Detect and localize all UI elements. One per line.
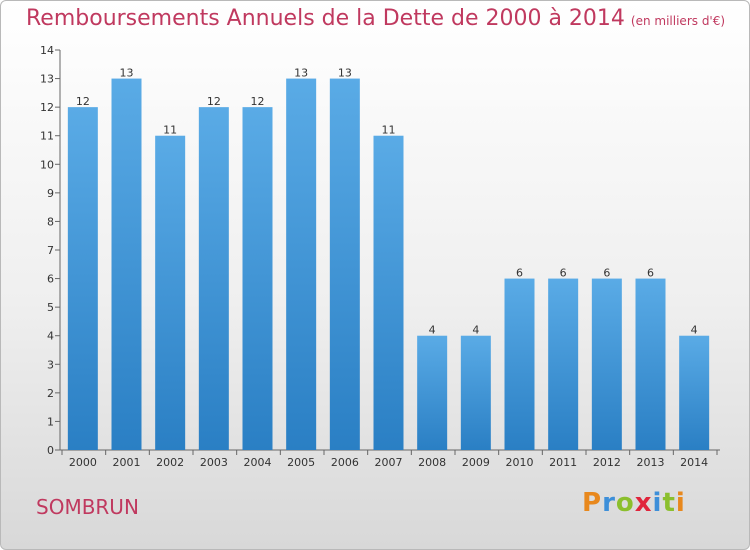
x-tick-label-2010: 2010: [506, 456, 534, 469]
y-tick-label: 11: [40, 130, 54, 143]
y-tick-label: 8: [47, 215, 54, 228]
x-tick-label-2013: 2013: [637, 456, 665, 469]
value-label-2003: 12: [207, 95, 221, 108]
x-tick-label-2002: 2002: [156, 456, 184, 469]
value-label-2011: 6: [560, 267, 567, 280]
bar-2008: [417, 335, 448, 450]
bar-2001: [111, 78, 142, 451]
bar-2007: [373, 135, 404, 450]
y-tick-label: 14: [40, 44, 54, 57]
bar-2003: [198, 107, 229, 451]
logo-letter: x: [634, 488, 653, 518]
x-tick-label-2007: 2007: [375, 456, 403, 469]
chart-title: Remboursements Annuels de la Dette de 20…: [26, 6, 725, 31]
bar-2013: [635, 278, 666, 450]
unit-label: (en milliers d'€): [630, 14, 726, 28]
y-tick-label: 10: [40, 158, 54, 171]
x-tick-label-2009: 2009: [462, 456, 490, 469]
y-tick-label: 2: [47, 387, 54, 400]
bar-2000: [67, 107, 98, 451]
value-label-2001: 13: [120, 67, 134, 80]
place-name: SOMBRUN: [36, 495, 139, 519]
x-tick-label-2006: 2006: [331, 456, 359, 469]
y-tick-label: 5: [47, 301, 54, 314]
x-tick-label-2008: 2008: [418, 456, 446, 469]
y-tick-label: 13: [40, 73, 54, 86]
logo-letter: r: [602, 488, 616, 518]
bar-2006: [329, 78, 360, 451]
bar-2002: [155, 135, 186, 450]
bar-2012: [591, 278, 622, 450]
proxiti-logo: Proxiti: [582, 488, 686, 518]
y-tick-label: 1: [47, 415, 54, 428]
value-label-2012: 6: [603, 267, 610, 280]
value-label-2006: 13: [338, 67, 352, 80]
title-text: Remboursements Annuels de la Dette de 20…: [26, 6, 625, 31]
value-label-2009: 4: [472, 324, 479, 337]
bar-2010: [504, 278, 535, 450]
x-tick-label-2001: 2001: [113, 456, 141, 469]
y-tick-label: 3: [47, 358, 54, 371]
bar-2011: [548, 278, 579, 450]
logo-letter: i: [652, 488, 663, 518]
bar-2009: [460, 335, 491, 450]
y-tick-label: 4: [47, 330, 54, 343]
x-tick-label-2014: 2014: [680, 456, 708, 469]
value-label-2013: 6: [647, 267, 654, 280]
bar-2005: [286, 78, 317, 451]
x-tick-label-2003: 2003: [200, 456, 228, 469]
x-tick-label-2005: 2005: [287, 456, 315, 469]
value-label-2004: 12: [251, 95, 265, 108]
value-label-2002: 11: [163, 124, 177, 137]
x-tick-label-2004: 2004: [244, 456, 272, 469]
value-label-2000: 12: [76, 95, 90, 108]
y-tick-label: 9: [47, 187, 54, 200]
logo-letter: o: [615, 488, 635, 518]
value-label-2005: 13: [294, 67, 308, 80]
bar-2004: [242, 107, 273, 451]
bars: 12 13 11 12 12 13 13 11 4 4 6 6 6 6 4: [67, 67, 710, 451]
x-tick-label-2011: 2011: [549, 456, 577, 469]
value-label-2007: 11: [382, 124, 396, 137]
logo-letter: t: [662, 488, 676, 518]
x-tick-label-2012: 2012: [593, 456, 621, 469]
y-tick-label: 0: [47, 444, 54, 457]
logo-letter: P: [582, 488, 603, 518]
bar-2014: [679, 335, 710, 450]
y-tick-label: 7: [47, 244, 54, 257]
logo-letter: i: [675, 488, 686, 518]
value-label-2008: 4: [429, 324, 436, 337]
x-tick-label-2000: 2000: [69, 456, 97, 469]
y-tick-label: 12: [40, 101, 54, 114]
value-label-2014: 4: [691, 324, 698, 337]
y-tick-label: 6: [47, 273, 54, 286]
value-label-2010: 6: [516, 267, 523, 280]
